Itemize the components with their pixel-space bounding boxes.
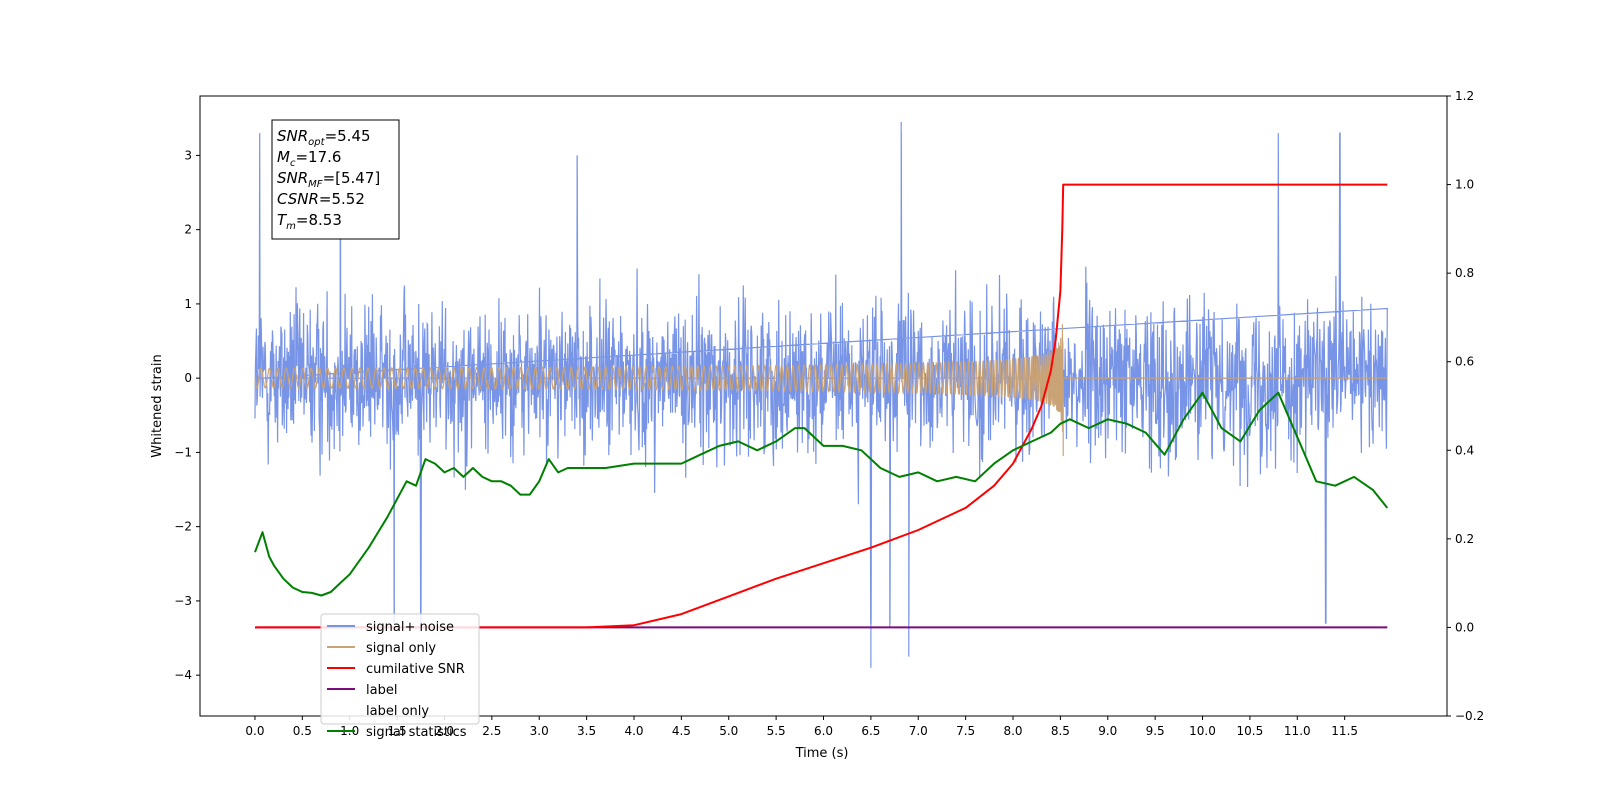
annotation-box-frame xyxy=(271,119,400,240)
legend-frame xyxy=(320,613,480,725)
x-tick-label: 0.0 xyxy=(245,724,264,738)
annotation-symbol: SNR xyxy=(277,169,308,187)
legend-label: signal+ noise xyxy=(366,620,454,635)
legend-label: signal statistics xyxy=(366,725,467,740)
y-tick-label: −1 xyxy=(174,445,192,459)
x-tick-label: 9.5 xyxy=(1146,724,1165,738)
x-tick-label: 11.0 xyxy=(1284,724,1311,738)
annotation-value: =8.53 xyxy=(296,211,342,229)
annotation-line: Mc=17.6 xyxy=(277,148,341,169)
x-tick-label: 5.5 xyxy=(767,724,786,738)
x-tick-label: 8.0 xyxy=(1003,724,1022,738)
x-tick-label: 11.5 xyxy=(1331,724,1358,738)
annotation-box: SNRopt=5.45Mc=17.6SNRMF=[5.47]CSNR=5.52T… xyxy=(271,119,400,240)
y2-tick-label: 1.0 xyxy=(1455,178,1474,192)
annotation-subscript: opt xyxy=(308,137,325,148)
y2-tick-label: 1.2 xyxy=(1455,89,1474,103)
y-tick-label: 3 xyxy=(184,148,192,162)
y-axis-right: 1.2 1.0 0.8 0.6 0.4 0.2 0.0 −0.2 xyxy=(1447,89,1484,723)
y-tick-label: −3 xyxy=(174,594,192,608)
legend-label: label xyxy=(366,683,397,698)
x-tick-label: 7.5 xyxy=(956,724,975,738)
x-tick-label: 2.5 xyxy=(482,724,501,738)
legend-label: cumilative SNR xyxy=(366,662,465,677)
annotation-subscript: MF xyxy=(308,179,323,190)
y2-tick-label: 0.4 xyxy=(1455,443,1474,457)
x-tick-label: 4.0 xyxy=(624,724,643,738)
x-tick-label: 10.0 xyxy=(1189,724,1216,738)
y2-tick-label: 0.6 xyxy=(1455,355,1474,369)
legend-label: label only xyxy=(366,704,429,719)
annotation-subscript: m xyxy=(286,221,296,232)
x-axis: 0.0 0.5 1.0 1.5 2.0 2.5 3.0 3.5 4.0 4.5 5.0 5.5 6.0 6… xyxy=(245,716,1358,738)
x-tick-label: 7.0 xyxy=(909,724,928,738)
annotation-line: CSNR=5.52 xyxy=(277,190,365,208)
annotation-symbol: M xyxy=(277,148,290,166)
annotation-symbol: SNR xyxy=(277,127,308,145)
y-tick-label: 1 xyxy=(184,297,192,311)
x-tick-label: 6.5 xyxy=(861,724,880,738)
legend: signal+ noise signal only cumilative SNR la… xyxy=(320,613,480,740)
annotation-value: =5.52 xyxy=(319,190,365,208)
annotation-value: =5.45 xyxy=(325,127,371,145)
series-signal-only xyxy=(254,324,1388,457)
annotation-line: SNRMF=[5.47] xyxy=(277,169,380,190)
x-axis-label: Time (s) xyxy=(795,746,849,761)
annotation-line: Tm=8.53 xyxy=(277,211,342,232)
series-cumulative-snr xyxy=(255,183,1388,629)
x-tick-label: 3.5 xyxy=(577,724,596,738)
x-tick-label: 0.5 xyxy=(293,724,312,738)
annotation-value: =[5.47] xyxy=(323,169,381,187)
x-tick-label: 9.0 xyxy=(1098,724,1117,738)
y-tick-label: 2 xyxy=(184,223,192,237)
x-tick-label: 1.5 xyxy=(388,724,407,738)
x-tick-label: 6.0 xyxy=(814,724,833,738)
x-tick-label: 4.5 xyxy=(672,724,691,738)
y-axis-label: Whitened strain xyxy=(150,354,165,457)
y2-tick-label: −0.2 xyxy=(1455,709,1484,723)
y-tick-label: 0 xyxy=(184,371,192,385)
legend-label: signal only xyxy=(366,641,436,656)
annotation-line: SNRopt=5.45 xyxy=(277,127,371,148)
annotation-value: =17.6 xyxy=(295,148,341,166)
y-axis-left: 3 2 1 0 −1 −2 −3 −4 xyxy=(174,148,200,682)
x-tick-label: 10.5 xyxy=(1237,724,1264,738)
annotation-symbol: CSNR xyxy=(277,190,319,208)
y-tick-label: −2 xyxy=(174,520,192,534)
y2-tick-label: 0.8 xyxy=(1455,266,1474,280)
annotation-subscript: c xyxy=(290,158,296,169)
annotation-symbol: T xyxy=(277,211,288,229)
x-tick-label: 3.0 xyxy=(530,724,549,738)
y2-tick-label: 0.0 xyxy=(1455,620,1474,634)
x-tick-label: 8.5 xyxy=(1051,724,1070,738)
x-tick-label: 2.0 xyxy=(435,724,454,738)
x-tick-label: 5.0 xyxy=(719,724,738,738)
series-signal-statistics xyxy=(254,391,1389,597)
y2-tick-label: 0.2 xyxy=(1455,532,1474,546)
y-tick-label: −4 xyxy=(174,668,192,682)
